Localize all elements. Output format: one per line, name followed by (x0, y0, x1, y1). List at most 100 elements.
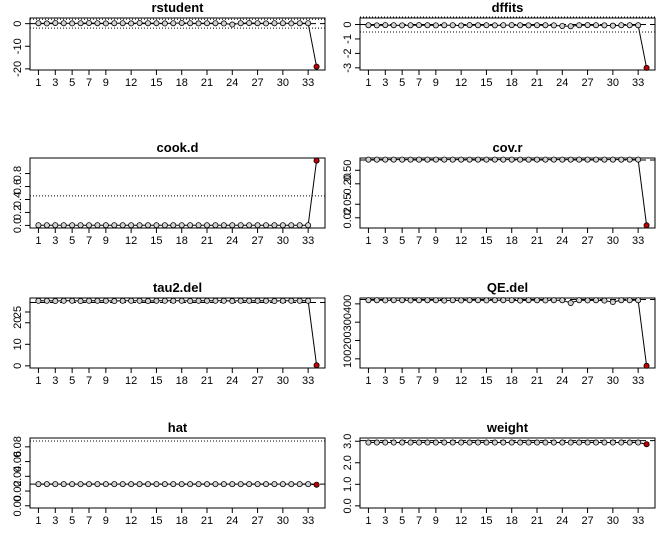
point (305, 222, 312, 229)
point (296, 297, 303, 304)
point (415, 297, 422, 304)
point (77, 20, 84, 27)
point (86, 222, 93, 229)
series-line (38, 22, 318, 67)
plot-box (29, 297, 326, 369)
point (153, 222, 160, 229)
x-tick-label: 7 (416, 375, 422, 387)
point (229, 21, 236, 28)
point (432, 297, 439, 304)
y-tick-label: 1.0 (342, 477, 354, 492)
point (449, 439, 456, 446)
x-tick-label: 7 (86, 375, 92, 387)
point (111, 20, 118, 27)
point (534, 439, 541, 446)
point (458, 156, 465, 163)
point (237, 222, 244, 229)
point (102, 222, 109, 229)
x-tick-label: 3 (382, 235, 388, 247)
point (262, 20, 269, 27)
point (601, 156, 608, 163)
point (262, 481, 269, 488)
x-tick-label: 27 (581, 375, 593, 387)
point (271, 481, 278, 488)
point (144, 298, 151, 305)
point (153, 297, 160, 304)
x-tick-label: 1 (35, 77, 41, 89)
point (170, 20, 177, 27)
point (567, 439, 574, 446)
point (305, 20, 312, 27)
point (626, 439, 633, 446)
point (534, 156, 541, 163)
point (474, 439, 481, 446)
point (618, 297, 625, 304)
point (424, 439, 431, 446)
x-tick-label: 1 (35, 515, 41, 527)
point (390, 439, 397, 446)
point (86, 297, 93, 304)
point (220, 20, 227, 27)
point (424, 156, 431, 163)
point (441, 297, 448, 304)
point (415, 156, 422, 163)
x-tick-label: 9 (433, 235, 439, 247)
point (407, 439, 414, 446)
y-tick-label: -1 (342, 34, 354, 44)
x-tick-label: 7 (86, 77, 92, 89)
point (212, 20, 219, 27)
point (220, 297, 227, 304)
point (635, 439, 642, 446)
x-tick-label: 1 (365, 375, 371, 387)
point (94, 222, 101, 229)
point (550, 156, 557, 163)
point (279, 481, 286, 488)
point (229, 222, 236, 229)
x-tick-label: 9 (433, 375, 439, 387)
point (254, 20, 261, 27)
point (86, 19, 93, 26)
point (542, 156, 549, 163)
point (170, 297, 177, 304)
point (365, 156, 372, 163)
x-tick-label: 3 (52, 235, 58, 247)
point (262, 297, 269, 304)
point (635, 22, 642, 29)
y-tick-label: 200 (342, 331, 354, 349)
point (390, 297, 397, 304)
point (313, 362, 320, 369)
point (500, 22, 507, 29)
panel: weight 0.0 1.0 2.0 3.0 1 3 5 7 9 12 15 18 21 24 27 30 33 (342, 420, 656, 527)
point (94, 297, 101, 304)
y-tick-label: 0.4 (12, 192, 24, 207)
x-tick-label: 7 (86, 235, 92, 247)
point (153, 481, 160, 488)
series-line (368, 299, 648, 366)
point (305, 481, 312, 488)
point (559, 297, 566, 304)
point (542, 439, 549, 446)
point (441, 156, 448, 163)
x-tick-label: 24 (226, 235, 238, 247)
point (601, 297, 608, 304)
point (534, 297, 541, 304)
x-tick-label: 9 (103, 515, 109, 527)
x-tick-label: 24 (556, 77, 568, 89)
y-tick-label: 2.0 (342, 455, 354, 470)
x-tick-label: 18 (176, 515, 188, 527)
point (128, 20, 135, 27)
point (246, 297, 253, 304)
x-tick-label: 1 (365, 235, 371, 247)
y-tick-label: 0.50 (342, 160, 354, 181)
x-tick-label: 27 (251, 77, 263, 89)
point (288, 20, 295, 27)
point (119, 481, 126, 488)
point (601, 22, 608, 29)
point (119, 297, 126, 304)
point (296, 20, 303, 27)
point (593, 297, 600, 304)
point (94, 20, 101, 27)
x-tick-label: 9 (433, 77, 439, 89)
point (466, 22, 473, 29)
